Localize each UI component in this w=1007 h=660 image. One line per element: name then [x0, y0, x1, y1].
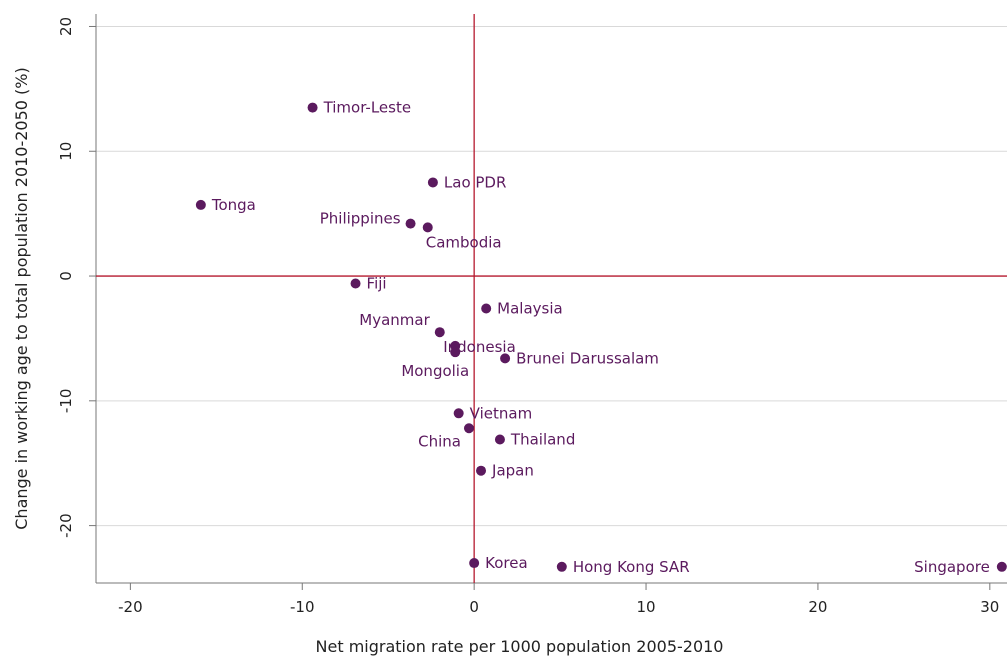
data-point: [350, 278, 361, 289]
point-label: China: [418, 432, 461, 450]
point-label: Tonga: [211, 196, 256, 214]
y-tick-label: -10: [57, 389, 75, 414]
point-label: Korea: [485, 554, 528, 572]
data-point: [494, 434, 505, 445]
point-label: Cambodia: [426, 233, 502, 251]
point-label: Singapore: [914, 558, 990, 576]
point-label: Thailand: [510, 431, 575, 449]
point-label: Mongolia: [401, 362, 469, 380]
x-axis-title: Net migration rate per 1000 population 2…: [316, 637, 724, 656]
point-label: Myanmar: [359, 311, 430, 329]
point-label: Philippines: [320, 210, 401, 228]
x-tick-label: 30: [980, 598, 999, 616]
data-point: [307, 102, 318, 113]
axes: -20 -10 0 10 20 -20 -10 0 10 20 30: [57, 14, 1007, 616]
data-point: [427, 177, 438, 188]
y-tick-label: 10: [57, 142, 75, 161]
x-tick-label: 10: [636, 598, 655, 616]
data-point: [469, 558, 480, 569]
data-point: [500, 353, 511, 364]
point-label: Timor-Leste: [323, 99, 412, 117]
data-point: [453, 408, 464, 419]
point-label: Japan: [491, 462, 534, 480]
y-tick-label: 20: [57, 17, 75, 36]
y-axis-title: Change in working age to total populatio…: [12, 67, 31, 529]
point-label: Brunei Darussalam: [516, 349, 659, 367]
data-point: [405, 218, 416, 229]
x-tick-label: -20: [118, 598, 143, 616]
data-points: Timor-Leste Lao PDR Tonga Philippines Cambod…: [195, 99, 1007, 576]
x-tick-label: -10: [290, 598, 315, 616]
data-point: [463, 423, 474, 434]
data-point: [476, 465, 487, 476]
data-point: [195, 199, 206, 210]
x-tick-label: 0: [469, 598, 479, 616]
point-label: Fiji: [367, 275, 387, 293]
data-point: [450, 347, 461, 358]
data-point: [996, 561, 1007, 572]
point-label: Vietnam: [470, 404, 533, 422]
y-tick-label: 0: [57, 271, 75, 281]
y-tick-label: -20: [57, 513, 75, 538]
data-point: [422, 222, 433, 233]
point-label: Lao PDR: [444, 173, 507, 191]
data-point: [481, 303, 492, 314]
point-label: Indonesia: [443, 338, 516, 356]
reference-lines: [96, 14, 1007, 583]
x-tick-label: 20: [808, 598, 827, 616]
point-label: Hong Kong SAR: [573, 558, 690, 576]
point-label: Malaysia: [497, 299, 563, 317]
data-point: [556, 561, 567, 572]
data-point: [434, 327, 445, 338]
